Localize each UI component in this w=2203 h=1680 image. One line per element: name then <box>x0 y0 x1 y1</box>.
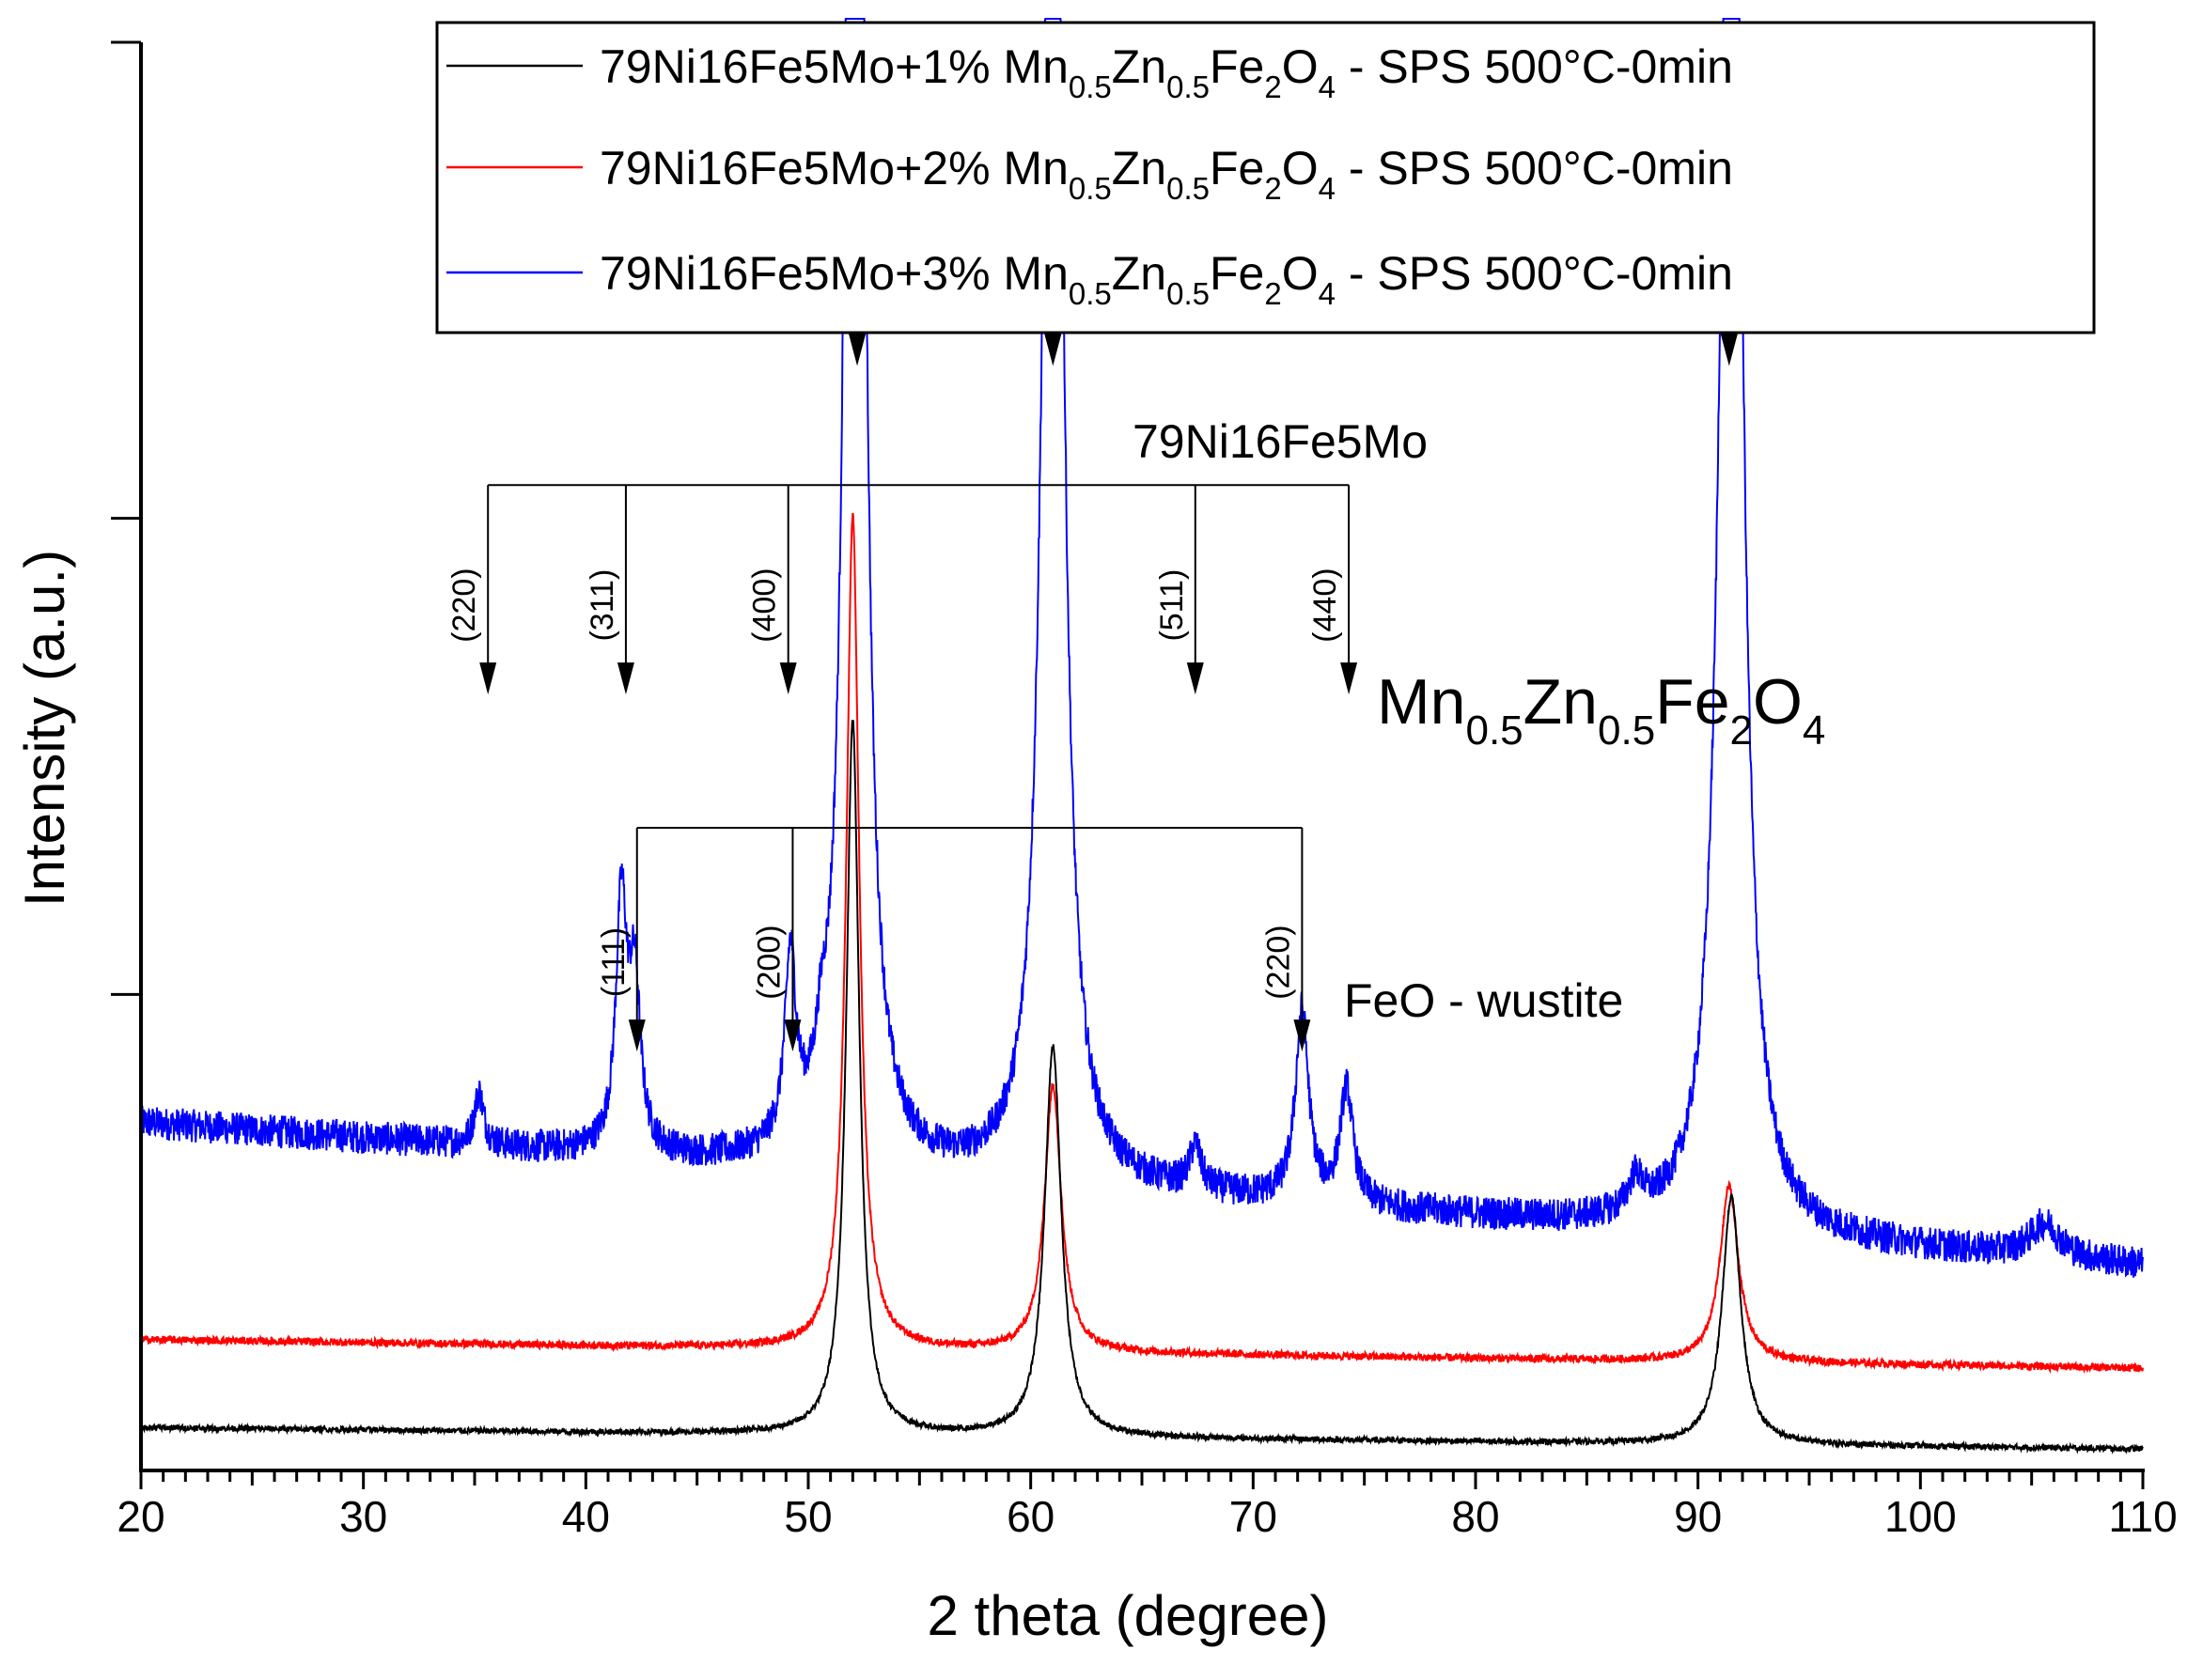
legend: 79Ni16Fe5Mo+1% Mn0.5Zn0.5Fe2O4 - SPS 500… <box>435 21 2096 334</box>
legend-label-1-zn: Zn <box>1112 40 1166 93</box>
legend-label-3-suffix: - SPS 500°C-0min <box>1336 247 1733 300</box>
ticks: 20 30 40 50 60 70 80 90 100 110 <box>111 40 2178 1541</box>
series-2pct-line <box>140 512 2144 1375</box>
ferrite-sub-fe: 2 <box>1730 708 1753 754</box>
x-tick-label: 110 <box>2108 1492 2177 1541</box>
legend-entry-1: 79Ni16Fe5Mo+1% Mn0.5Zn0.5Fe2O4 - SPS 500… <box>446 40 1733 104</box>
phase-name-alloy: 79Ni16Fe5Mo <box>1133 415 1428 468</box>
legend-label-3-sub-fe: 2 <box>1264 276 1281 311</box>
x-axis-title: 2 theta (degree) <box>928 1584 1329 1647</box>
legend-label-2-sub-o: 4 <box>1319 171 1336 206</box>
hkl-label: (200) <box>751 925 787 999</box>
legend-label-1-sub-fe: 2 <box>1264 70 1281 104</box>
series-layer <box>140 18 2144 1455</box>
legend-label-3-sub-o: 4 <box>1319 276 1336 311</box>
hkl-label: (511) <box>1154 569 1190 642</box>
phase-name-wustite: FeO - wustite <box>1344 974 1623 1027</box>
peak-arrowhead <box>784 1019 802 1052</box>
peak-arrowhead <box>849 334 867 366</box>
legend-entry-3: 79Ni16Fe5Mo+3% Mn0.5Zn0.5Fe2O4 - SPS 500… <box>446 247 1733 311</box>
legend-entry-2: 79Ni16Fe5Mo+2% Mn0.5Zn0.5Fe2O4 - SPS 500… <box>446 142 1733 206</box>
peak-arrowhead <box>779 662 797 695</box>
legend-label-2-suffix: - SPS 500°C-0min <box>1336 142 1733 194</box>
phase-ferrite-group: (220) (311) (400) (511) (440) <box>446 484 1358 695</box>
legend-label-3-zn: Zn <box>1112 247 1166 300</box>
hkl-label: (111) <box>596 927 632 997</box>
hkl-label: (311) <box>585 569 620 642</box>
ferrite-zn: Zn <box>1523 666 1598 738</box>
legend-label-3-prefix: 79Ni16Fe5Mo+3% Mn <box>600 247 1069 300</box>
legend-label-3-fe: Fe <box>1210 247 1264 300</box>
peak-arrowhead <box>628 1019 646 1052</box>
legend-label-2: 79Ni16Fe5Mo+2% Mn0.5Zn0.5Fe2O4 - SPS 500… <box>600 142 1733 206</box>
hkl-label: (400) <box>747 568 783 642</box>
x-tick-label: 80 <box>1451 1492 1499 1541</box>
series-1pct-line <box>140 720 2144 1455</box>
ferrite-sub-zn: 0.5 <box>1598 708 1655 754</box>
legend-label-1-sub-mn: 0.5 <box>1069 70 1112 104</box>
peak-arrowhead <box>1186 662 1204 695</box>
legend-label-2-zn: Zn <box>1112 142 1166 194</box>
y-axis-title: Intensity (a.u.) <box>13 550 76 907</box>
ferrite-o: O <box>1753 666 1803 738</box>
legend-label-3-o: O <box>1282 247 1319 300</box>
x-tick-label: 100 <box>1884 1492 1957 1541</box>
hkl-label: (220) <box>446 568 482 642</box>
x-tick-label: 50 <box>784 1492 832 1541</box>
legend-label-2-sub-zn: 0.5 <box>1166 171 1210 206</box>
legend-label-1-fe: Fe <box>1210 40 1264 93</box>
x-tick-label: 40 <box>562 1492 610 1541</box>
ferrite-mn: Mn <box>1377 666 1465 738</box>
x-tick-label: 20 <box>117 1492 164 1541</box>
legend-label-2-fe: Fe <box>1210 142 1264 194</box>
legend-label-2-sub-mn: 0.5 <box>1069 171 1112 206</box>
hkl-label: (220) <box>1260 925 1296 999</box>
peak-arrowhead <box>1293 1019 1311 1052</box>
x-tick-label: 60 <box>1007 1492 1055 1541</box>
legend-label-2-prefix: 79Ni16Fe5Mo+2% Mn <box>600 142 1069 194</box>
phase-name-ferrite: Mn0.5Zn0.5Fe2O4 <box>1377 666 1825 754</box>
series-3pct-line <box>140 18 2144 1278</box>
peak-arrowhead <box>617 662 634 695</box>
legend-label-1-o: O <box>1282 40 1319 93</box>
legend-box <box>435 21 2096 334</box>
x-tick-label: 90 <box>1674 1492 1722 1541</box>
legend-label-2-o: O <box>1282 142 1319 194</box>
legend-label-3-sub-mn: 0.5 <box>1069 276 1112 311</box>
legend-label-1-suffix: - SPS 500°C-0min <box>1336 40 1733 93</box>
legend-label-2-sub-fe: 2 <box>1264 171 1281 206</box>
hkl-label: (440) <box>1307 568 1343 642</box>
ferrite-fe: Fe <box>1655 666 1729 738</box>
legend-label-1-prefix: 79Ni16Fe5Mo+1% Mn <box>600 40 1069 93</box>
phase-wustite-group: (111) (200) (220) <box>596 827 1311 1052</box>
legend-label-3-sub-zn: 0.5 <box>1166 276 1210 311</box>
legend-label-3: 79Ni16Fe5Mo+3% Mn0.5Zn0.5Fe2O4 - SPS 500… <box>600 247 1733 311</box>
peak-arrowhead <box>1720 334 1738 366</box>
peak-arrowhead <box>1044 334 1062 366</box>
ferrite-sub-mn: 0.5 <box>1465 708 1523 754</box>
legend-label-1: 79Ni16Fe5Mo+1% Mn0.5Zn0.5Fe2O4 - SPS 500… <box>600 40 1733 104</box>
x-tick-label: 30 <box>339 1492 387 1541</box>
ferrite-sub-o: 4 <box>1803 708 1825 754</box>
legend-label-1-sub-o: 4 <box>1319 70 1336 104</box>
peak-arrowhead <box>1340 662 1358 695</box>
peak-arrowhead <box>479 662 497 695</box>
x-tick-label: 70 <box>1229 1492 1277 1541</box>
legend-label-1-sub-zn: 0.5 <box>1166 70 1210 104</box>
